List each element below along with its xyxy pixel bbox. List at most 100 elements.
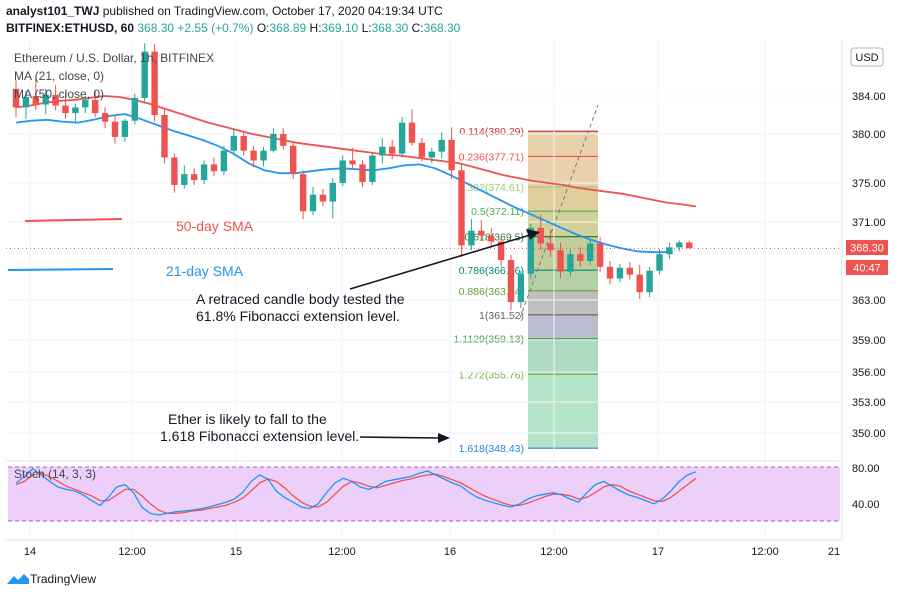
indicator-legend[interactable]: Ethereum / U.S. Dollar, 1h, BITFINEX MA … (14, 51, 214, 101)
candle-body (151, 51, 158, 115)
candle-body (666, 247, 673, 255)
arrow-target (359, 436, 441, 439)
candle-body (42, 94, 49, 105)
candle-body (240, 135, 247, 151)
time-tick: 21 (828, 546, 840, 558)
candle-body (428, 151, 435, 158)
candle-body (131, 97, 138, 121)
ma21-legend[interactable]: MA (21, close, 0) (14, 69, 104, 83)
candle-body (22, 96, 30, 108)
ma50-legend[interactable]: MA (50, close, 0) (14, 87, 104, 101)
candle-body (686, 242, 693, 249)
price-axis[interactable]: USD 384.00 380.00 375.00 371.00 363.00 359.00… (841, 40, 888, 540)
fib-zone (528, 314, 598, 339)
candle-body (329, 183, 336, 202)
fib-level-label: 1.272(355.76) (459, 369, 524, 381)
symbol-label[interactable]: BITFINEX:ETHUSD, 60 (6, 21, 135, 35)
stoch-pane: Stoch (14, 3, 3) (6, 460, 842, 522)
price-tick: 356.00 (852, 367, 886, 379)
fibonacci-extension[interactable]: 0.114(380.29) 0.236(377.71) 0.382(374.61) 0… (454, 104, 599, 455)
candle-body (309, 194, 317, 212)
price-change: +2.55 (+0.7%) (177, 21, 254, 35)
time-tick: 12:00 (540, 546, 568, 558)
fib-zone (528, 338, 598, 375)
high-label: H: (309, 21, 322, 35)
candle-body (478, 230, 485, 236)
candle-body (111, 121, 119, 137)
last-price-marker: 368.30 40:47 (846, 240, 888, 275)
candle-body (82, 99, 89, 108)
candle-body (587, 243, 594, 261)
price-tick: 380.00 (852, 129, 886, 141)
candle-body (339, 160, 346, 183)
price-tick: 350.00 (852, 428, 886, 440)
open-label: O: (256, 21, 270, 35)
candle-body (389, 146, 396, 154)
tradingview-logo-icon (7, 574, 29, 584)
candle-body (141, 51, 148, 98)
time-tick: 16 (444, 546, 456, 558)
candle-body (171, 157, 178, 185)
time-axis[interactable]: 14 12:00 15 12:00 16 12:00 17 12:00 21 (6, 539, 842, 558)
price-tick: 363.00 (852, 295, 886, 307)
candle-body (200, 164, 208, 181)
fib-level-label: 0.886(363.94) (459, 286, 524, 298)
candle-body (547, 243, 554, 251)
fib-level-label: 1.618(348.43) (459, 443, 524, 455)
candle-body (636, 274, 643, 293)
currency-label: USD (855, 52, 878, 64)
candle-body (270, 134, 277, 151)
stoch-tick-80: 80.00 (852, 463, 880, 475)
candle-body (92, 99, 99, 114)
candle-body (616, 267, 624, 279)
annotations: 50-day SMA 21-day SMA A retraced candle … (7, 218, 540, 444)
candle-body (349, 160, 356, 165)
close-value: 368.30 (423, 21, 461, 35)
fib-level-label: 1(361.52) (479, 310, 524, 322)
time-tick: 14 (24, 546, 36, 558)
note-retrace-line1: A retraced candle body tested the (196, 291, 405, 307)
candle-body (468, 230, 475, 246)
currency-badge[interactable] (850, 47, 884, 67)
candle-body (606, 266, 614, 279)
fib-level-label: 0.236(377.71) (459, 151, 524, 163)
candle-body (488, 235, 495, 242)
footer-brand[interactable]: TradingView (6, 572, 96, 586)
chart-header: analyst101_TWJ published on TradingView.… (6, 3, 886, 37)
ma50-line (15, 95, 697, 208)
candle-body (290, 145, 297, 175)
candle-body (537, 227, 544, 244)
stoch-legend[interactable]: Stoch (14, 3, 3) (14, 467, 96, 481)
fib-level-label: 0.5(372.11) (471, 206, 524, 218)
countdown-label: 40:47 (853, 263, 881, 275)
close-label: C: (411, 21, 424, 35)
candle-body (52, 94, 59, 106)
instrument-legend: Ethereum / U.S. Dollar, 1h, BITFINEX (14, 51, 214, 65)
fib-zone (528, 270, 598, 291)
note-retrace-line2: 61.8% Fibonacci extension level. (196, 308, 400, 324)
arrowhead-icon (438, 433, 450, 443)
time-tick: 17 (652, 546, 664, 558)
candle-body (676, 242, 683, 248)
published-text: published on TradingView.com, October 17… (102, 4, 443, 18)
stoch-axis[interactable]: 80.00 40.00 (852, 463, 880, 511)
open-value: 368.89 (269, 21, 307, 35)
candle-body (398, 122, 406, 154)
price-tick: 384.00 (852, 91, 886, 103)
price-tick: 371.00 (852, 217, 886, 229)
fib-zone (528, 131, 598, 157)
candle-body (646, 270, 653, 293)
brand-label: TradingView (30, 572, 97, 586)
time-tick: 12:00 (118, 546, 146, 558)
fib-zone (528, 374, 598, 449)
price-tick: 353.00 (852, 397, 886, 409)
note-target-line2: 1.618 Fibonacci extension level. (160, 428, 359, 444)
candles (12, 43, 693, 310)
note-target-line1: Ether is likely to fall to the (168, 411, 327, 427)
publisher-name[interactable]: analyst101_TWJ (6, 4, 100, 18)
sma50-annotation: 50-day SMA (176, 218, 254, 234)
candle-body (260, 150, 267, 161)
candle-body (101, 113, 109, 122)
arrow-retrace (349, 234, 531, 290)
